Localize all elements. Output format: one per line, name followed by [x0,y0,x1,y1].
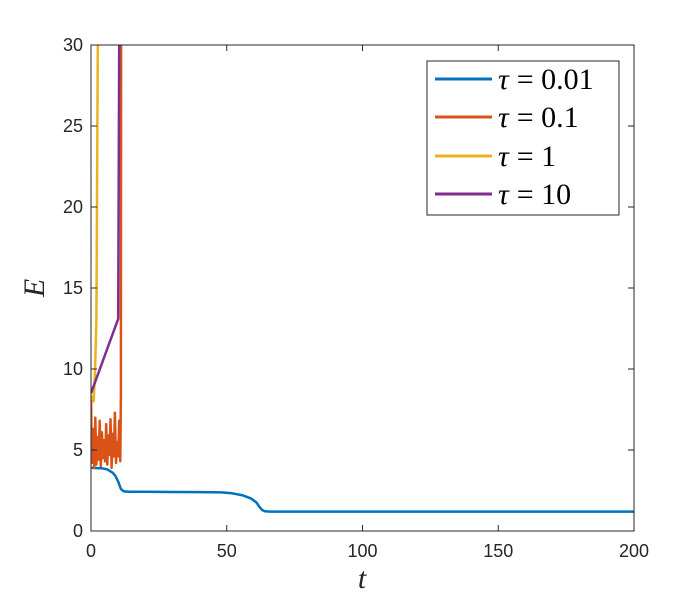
legend-box [426,60,620,216]
y-tick-label-3: 15 [63,278,83,298]
series-line-0 [91,466,634,513]
legend: τ = 0.01 τ = 0.1 τ = 1 τ = 10 [426,60,620,216]
x-tick-label-1: 50 [217,541,237,561]
y-tick-label-5: 25 [63,116,83,136]
y-tick-label-0: 0 [73,521,83,541]
y-tick-label-2: 10 [63,359,83,379]
series-line-1 [91,45,123,470]
legend-label-tau-0.1: τ = 0.1 [498,101,579,134]
ticks-layer: 0 50 100 150 200 0 5 10 15 20 25 30 [63,35,649,561]
y-axis-label: E [18,279,51,298]
x-axis-label: t [358,562,367,595]
x-tick-label-4: 200 [619,541,649,561]
series-layer [91,45,634,513]
y-tick-label-1: 5 [73,440,83,460]
y-tick-label-4: 20 [63,197,83,217]
x-tick-label-2: 100 [347,541,377,561]
x-tick-label-3: 150 [483,541,513,561]
legend-label-tau-10: τ = 10 [498,178,571,211]
y-tick-label-6: 30 [63,35,83,55]
legend-label-tau-1: τ = 1 [498,140,556,173]
series-line-3 [91,45,121,394]
x-tick-label-0: 0 [86,541,96,561]
legend-label-tau-0.01: τ = 0.01 [498,63,594,96]
